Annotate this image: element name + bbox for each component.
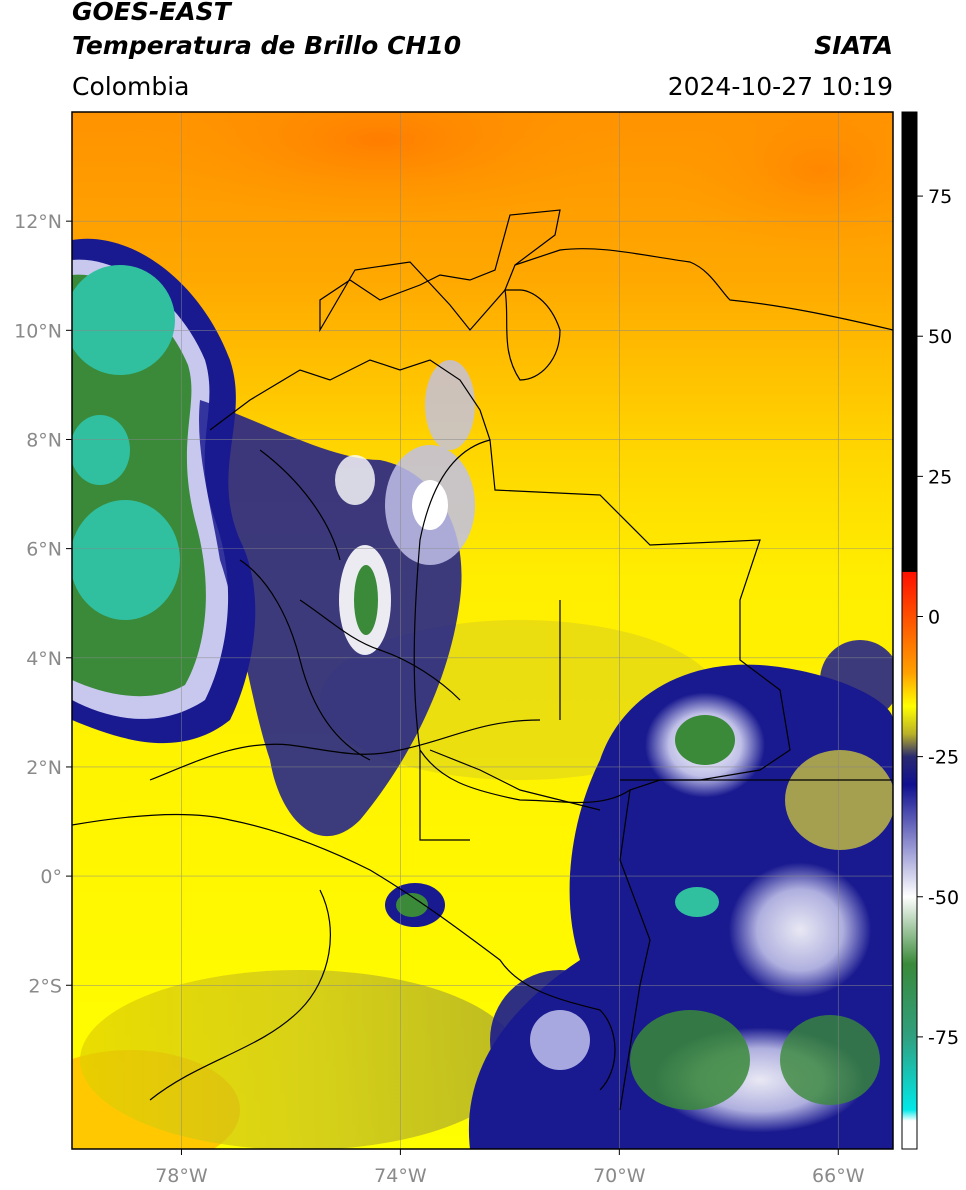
colorbar-tick-label: -25 [928, 747, 959, 769]
lat-tick-label: 0° [40, 866, 62, 888]
colorbar: 75 50 25 0 -25 -50 -75 [901, 111, 959, 1150]
colorbar-gradient [901, 111, 918, 1150]
lon-tick-label: 66°W [812, 1165, 865, 1187]
lat-tick-label: 10°N [14, 320, 62, 342]
datetime-label: 2024-10-27 10:19 [667, 72, 893, 101]
imagery-layer [72, 112, 893, 1149]
lon-tick-label: 78°W [155, 1165, 208, 1187]
lon-tick-label: 74°W [374, 1165, 427, 1187]
lon-tick-label: 70°W [593, 1165, 646, 1187]
colorbar-tick-label: 0 [928, 606, 940, 628]
product-title: Temperatura de Brillo CH10 [72, 31, 462, 60]
colorbar-tick-label: 25 [928, 466, 952, 488]
longitude-axis: 78°W 74°W 70°W 66°W [155, 1149, 865, 1187]
lat-tick-label: 4°N [26, 648, 62, 670]
colorbar-tick-label: -75 [928, 1027, 959, 1049]
country-borders [72, 209, 893, 1111]
colorbar-tick-label: -50 [928, 887, 959, 909]
brand-label: SIATA [814, 31, 893, 60]
latitude-axis: 12°N 10°N 8°N 6°N 4°N 2°N 0° 2°S [14, 211, 72, 997]
graticule [72, 112, 893, 1149]
lat-tick-label: 8°N [26, 429, 62, 451]
colorbar-tick-label: 50 [928, 326, 952, 348]
lat-tick-label: 2°S [28, 975, 62, 997]
map-frame [71, 111, 894, 1150]
region-label: Colombia [72, 72, 190, 101]
lat-tick-label: 2°N [26, 757, 62, 779]
satellite-title: GOES-EAST [72, 0, 231, 26]
lat-tick-label: 12°N [14, 211, 62, 233]
lat-tick-label: 6°N [26, 539, 62, 561]
colorbar-ticks: 75 50 25 0 -25 -50 -75 [917, 186, 959, 1049]
colorbar-tick-label: 75 [928, 186, 952, 208]
